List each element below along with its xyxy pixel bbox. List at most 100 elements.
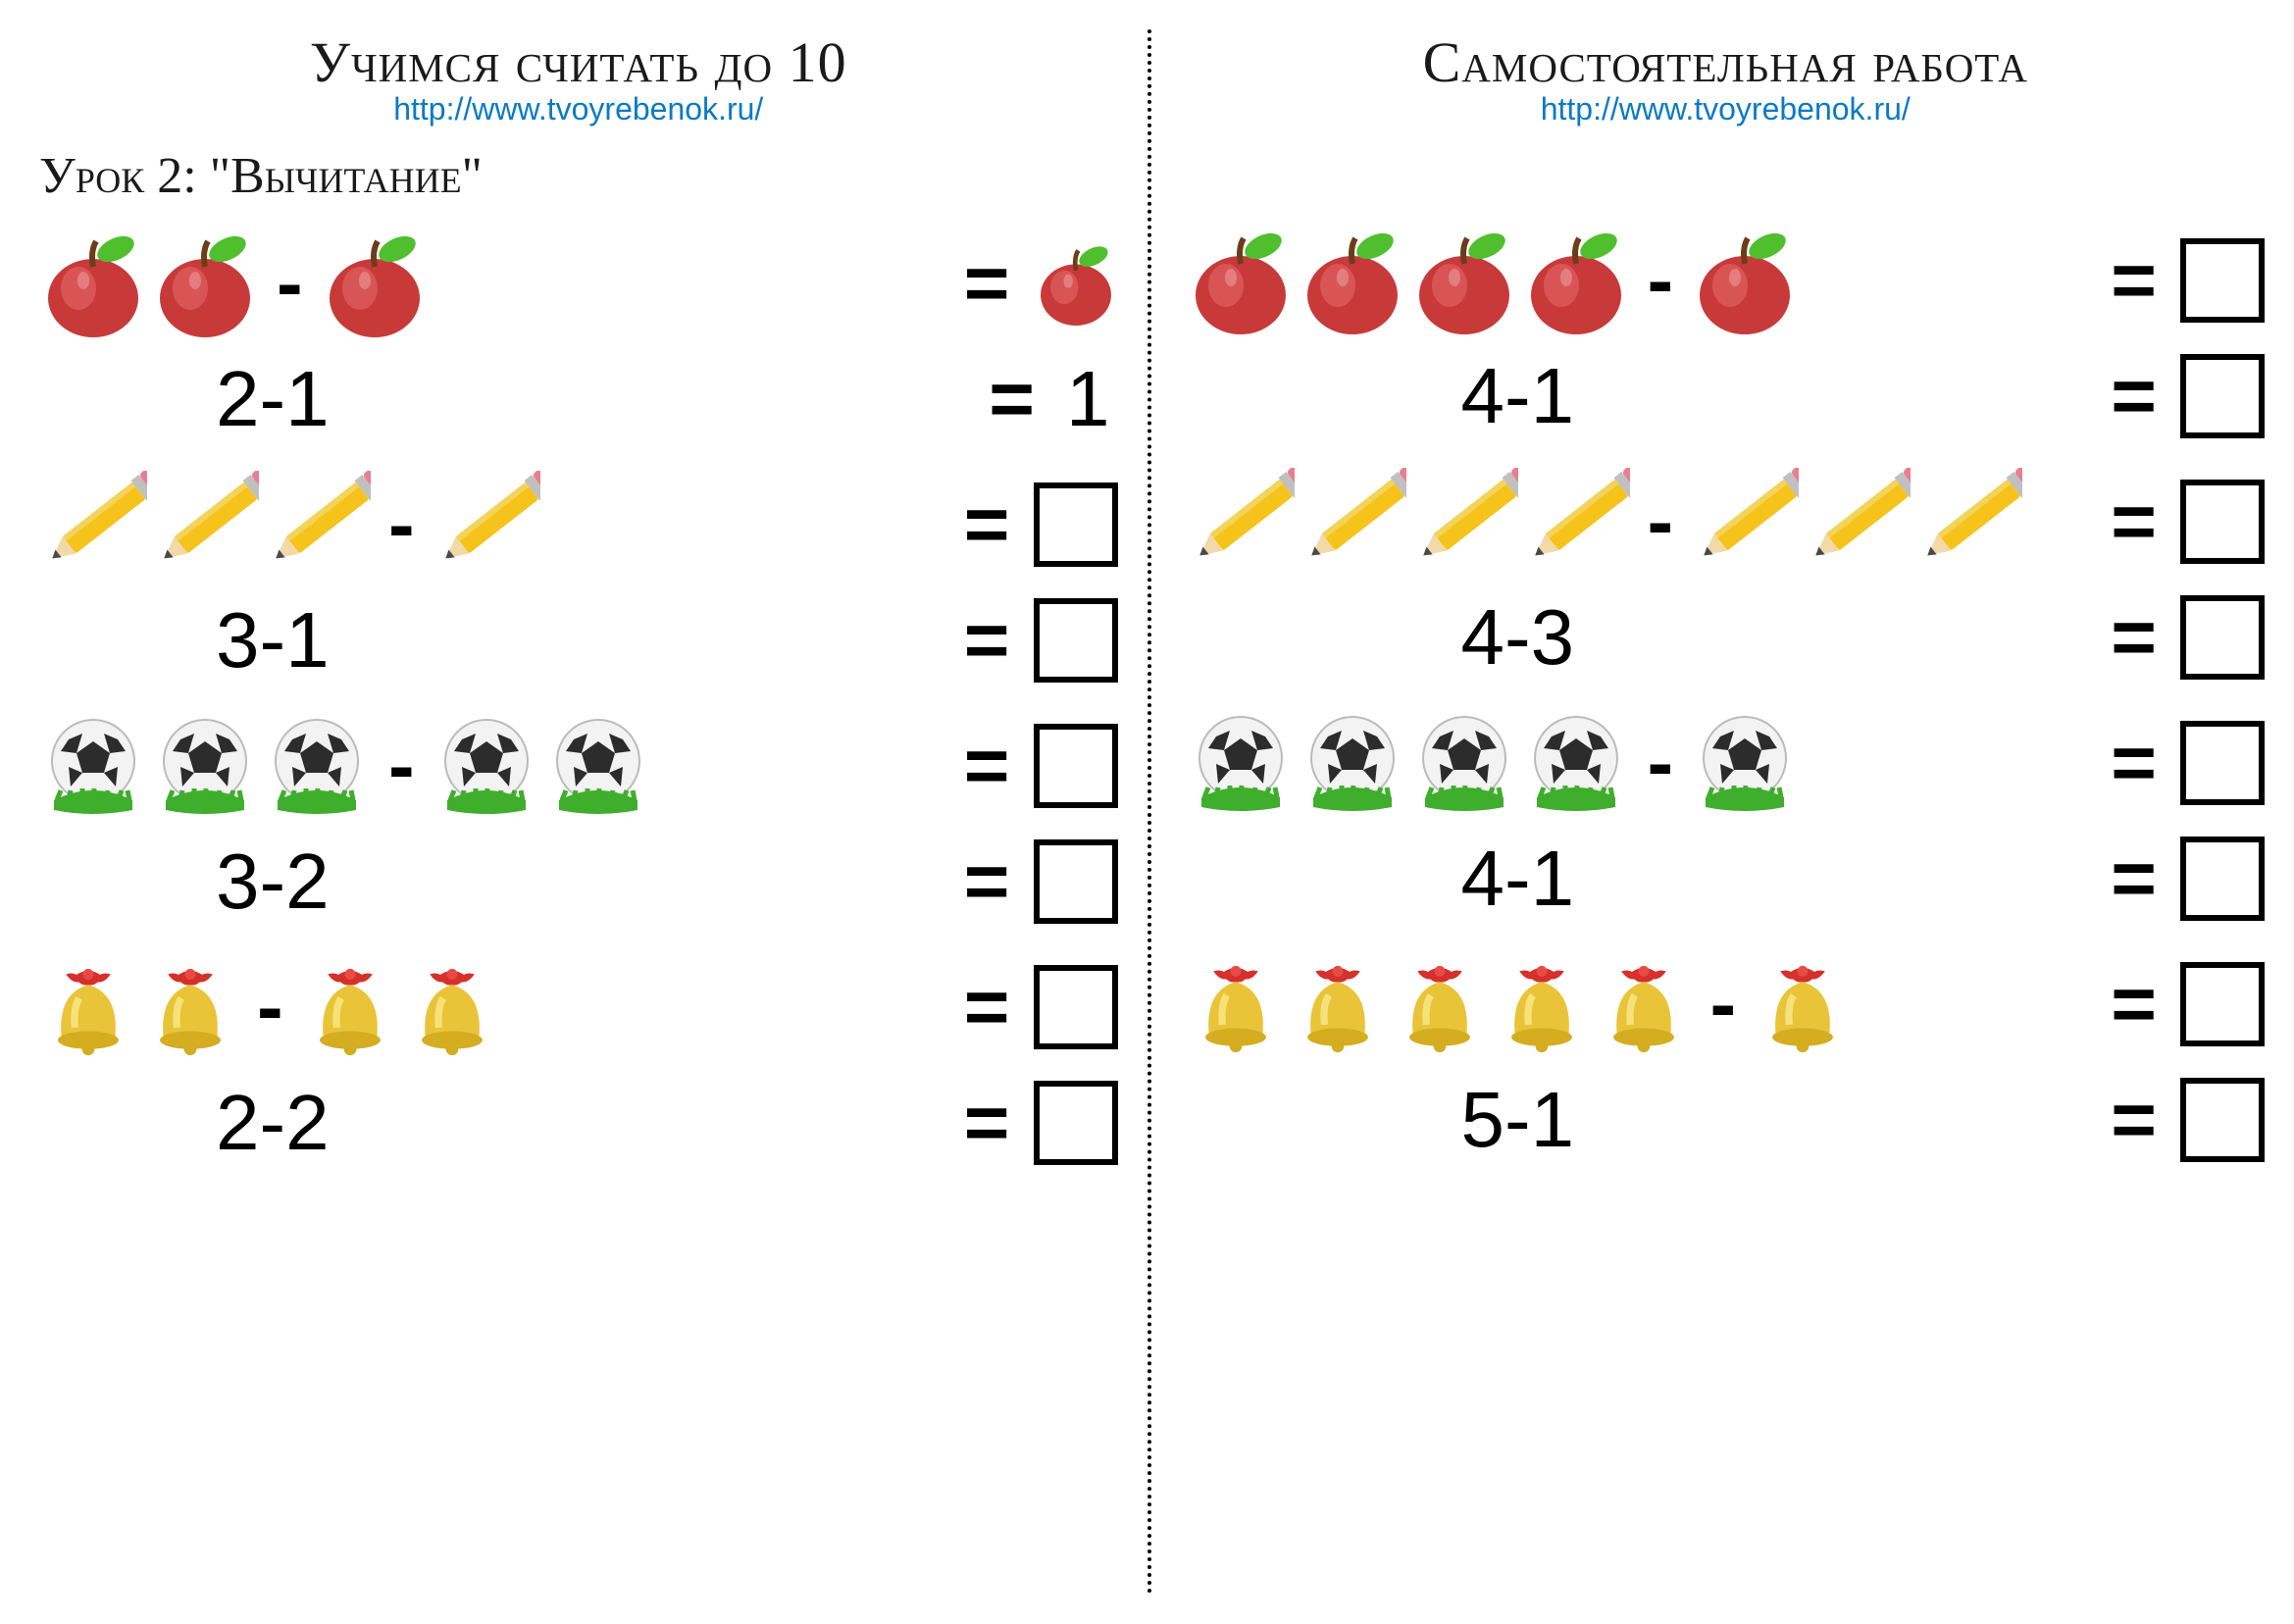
pencil-icon [1187, 468, 1295, 576]
equals-op: = [941, 721, 1034, 811]
problem-row-text: 4-1 = [1187, 834, 2266, 924]
answer-box[interactable] [2180, 480, 2265, 564]
bell-icon [1493, 950, 1591, 1058]
minuend-group [1187, 950, 1693, 1058]
minuend-group [39, 712, 371, 820]
minus-op: - [239, 962, 301, 1052]
pencil-icon [1299, 468, 1406, 576]
worksheet-page: Учимся считать до 10 http://www.tvoyrebe… [0, 0, 2294, 1624]
answer-box[interactable] [2180, 837, 2265, 921]
minus-op: - [1630, 718, 1692, 808]
minuend-group [1187, 468, 1630, 576]
problem-row-pictures: - = [39, 697, 1118, 835]
subtrahend-group [433, 712, 652, 820]
ball-icon [544, 712, 652, 820]
pencil-icon [1410, 468, 1518, 576]
equals-op: = [2087, 959, 2180, 1049]
problem-row-pictures: - = [39, 939, 1118, 1076]
subtrahend-group [321, 229, 429, 337]
apple-icon [151, 229, 259, 337]
bell-icon [1187, 950, 1285, 1058]
bell-icon [1289, 950, 1387, 1058]
bell-icon [403, 953, 501, 1061]
problem-row-pictures: - = [1187, 694, 2266, 832]
problem-row-pictures: - = [1187, 212, 2266, 349]
problem-row-text: 4-1 = [1187, 351, 2266, 441]
right-column: Самостоятельная работа http://www.tvoyre… [1147, 0, 2294, 1624]
equals-op: = [2087, 718, 2180, 808]
ball-icon [1410, 709, 1518, 817]
equation-text: 4-1 [1461, 351, 1575, 441]
problem-row-text: 4-3 = [1187, 592, 2266, 683]
problem-row-text: 3-2 = [39, 837, 1118, 927]
answer-box[interactable] [2180, 354, 2265, 438]
problem-row-text: 2-2 = [39, 1078, 1118, 1168]
equation-text: 3-2 [216, 837, 330, 927]
equals-op: = [941, 480, 1034, 570]
minus-op: - [1693, 959, 1755, 1049]
apple-icon [39, 229, 147, 337]
pencil-icon [1691, 468, 1799, 576]
equals-op: = [965, 354, 1058, 444]
equals-op: = [2087, 235, 2180, 326]
problem-row-pictures: - = [1187, 453, 2266, 590]
bell-icon [141, 953, 239, 1061]
apple-icon [1410, 227, 1518, 334]
minus-op: - [1630, 235, 1692, 326]
answer-box[interactable] [1034, 598, 1118, 683]
ball-icon [433, 712, 540, 820]
subtrahend-group [1691, 468, 2022, 576]
bell-icon [301, 953, 399, 1061]
answer-box[interactable] [2180, 238, 2265, 323]
minuend-group [1187, 709, 1630, 817]
subtrahend-group [433, 471, 540, 579]
right-title: Самостоятельная работа [1187, 29, 2266, 95]
answer-box[interactable] [2180, 1078, 2265, 1162]
right-url[interactable]: http://www.tvoyrebenok.ru/ [1187, 91, 2266, 127]
equals-op: = [941, 1078, 1034, 1168]
answer-box[interactable] [1034, 839, 1118, 924]
equals-op: = [941, 238, 1034, 329]
ball-icon [1299, 709, 1406, 817]
left-title: Учимся считать до 10 [39, 29, 1118, 95]
bell-icon [1754, 950, 1852, 1058]
answer-icons [1034, 229, 1118, 337]
pencil-icon [39, 471, 147, 579]
problem-row-text: 5-1 = [1187, 1075, 2266, 1165]
left-column: Учимся считать до 10 http://www.tvoyrebe… [0, 0, 1147, 1624]
apple-icon [1187, 227, 1295, 334]
ball-icon [1691, 709, 1799, 817]
minus-op: - [1630, 477, 1692, 567]
apple-icon [1299, 227, 1406, 334]
minus-op: - [259, 238, 321, 329]
left-url[interactable]: http://www.tvoyrebenok.ru/ [39, 91, 1118, 127]
pencil-icon [433, 471, 540, 579]
equation-text: 2-1 [216, 354, 330, 444]
answer-box[interactable] [1034, 1081, 1118, 1165]
answer-box[interactable] [1034, 724, 1118, 808]
bell-icon [1391, 950, 1489, 1058]
equals-op: = [2087, 592, 2180, 683]
subtrahend-group [1691, 227, 1799, 334]
pencil-icon [263, 471, 371, 579]
ball-icon [151, 712, 259, 820]
equals-op: = [2087, 834, 2180, 924]
problem-row-pictures: - = [39, 215, 1118, 352]
equation-text: 5-1 [1461, 1075, 1575, 1165]
pencil-icon [1914, 468, 2022, 576]
apple-icon [1522, 227, 1630, 334]
answer-box[interactable] [1034, 965, 1118, 1049]
equation-text: 4-3 [1461, 592, 1575, 683]
ball-icon [263, 712, 371, 820]
answer-box[interactable] [2180, 595, 2265, 680]
answer-box[interactable] [2180, 721, 2265, 805]
minuend-group [39, 953, 239, 1061]
subtrahend-group [301, 953, 501, 1061]
ball-icon [1522, 709, 1630, 817]
problem-row-text: 3-1 = [39, 595, 1118, 685]
equation-text: 3-1 [216, 595, 330, 685]
answer-box[interactable] [1034, 482, 1118, 567]
problem-row-pictures: - = [39, 456, 1118, 593]
answer-box[interactable] [2180, 962, 2265, 1046]
pencil-icon [1803, 468, 1911, 576]
